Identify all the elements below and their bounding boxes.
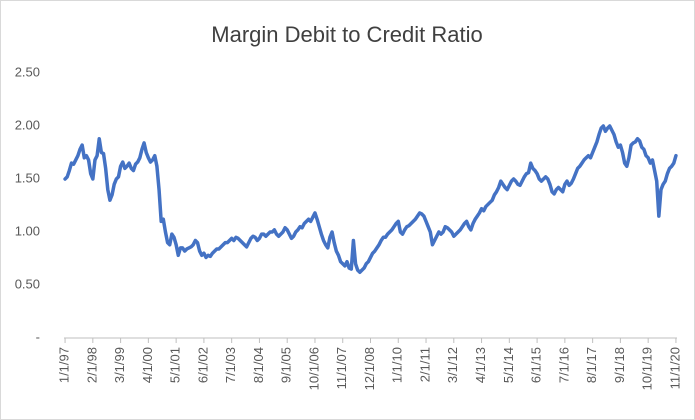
- x-tick-label: 4/1/00: [140, 347, 155, 383]
- chart-title: Margin Debit to Credit Ratio: [211, 22, 482, 47]
- y-tick-label: 2.00: [15, 117, 40, 132]
- x-tick-label: 6/1/15: [529, 347, 544, 383]
- y-tick-label: 1.00: [15, 223, 40, 238]
- x-tick-label: 8/1/17: [584, 347, 599, 383]
- x-tick-label: 10/1/06: [306, 347, 321, 390]
- x-tick-label: 7/1/03: [223, 347, 238, 383]
- y-tick-label: 2.50: [15, 64, 40, 79]
- x-tick-label: 10/1/19: [640, 347, 655, 390]
- x-tick-label: 3/1/99: [112, 347, 127, 383]
- y-tick-label: -: [36, 329, 40, 344]
- x-tick-label: 4/1/13: [473, 347, 488, 383]
- x-tick-label: 2/1/11: [417, 347, 432, 382]
- x-tick-label: 8/1/04: [251, 347, 266, 383]
- x-tick-label: 5/1/01: [168, 347, 183, 383]
- x-tick-label: 11/1/20: [667, 347, 682, 389]
- data-line: [63, 124, 678, 275]
- y-tick-label: 1.50: [15, 170, 40, 185]
- x-tick-label: 12/1/08: [362, 347, 377, 390]
- x-tick-label: 2/1/98: [84, 347, 99, 383]
- x-tick-label: 9/1/18: [612, 347, 627, 383]
- x-tick-label: 1/1/97: [57, 347, 72, 383]
- x-tick-label: 5/1/14: [501, 347, 516, 383]
- y-tick-label: 0.50: [15, 276, 40, 291]
- x-tick-label: 6/1/02: [195, 347, 210, 383]
- x-tick-label: 11/1/07: [334, 347, 349, 389]
- x-tick-label: 7/1/16: [556, 347, 571, 383]
- x-tick-label: 3/1/12: [445, 347, 460, 383]
- x-tick-label: 9/1/05: [279, 347, 294, 383]
- x-tick-label: 1/1/10: [390, 347, 405, 383]
